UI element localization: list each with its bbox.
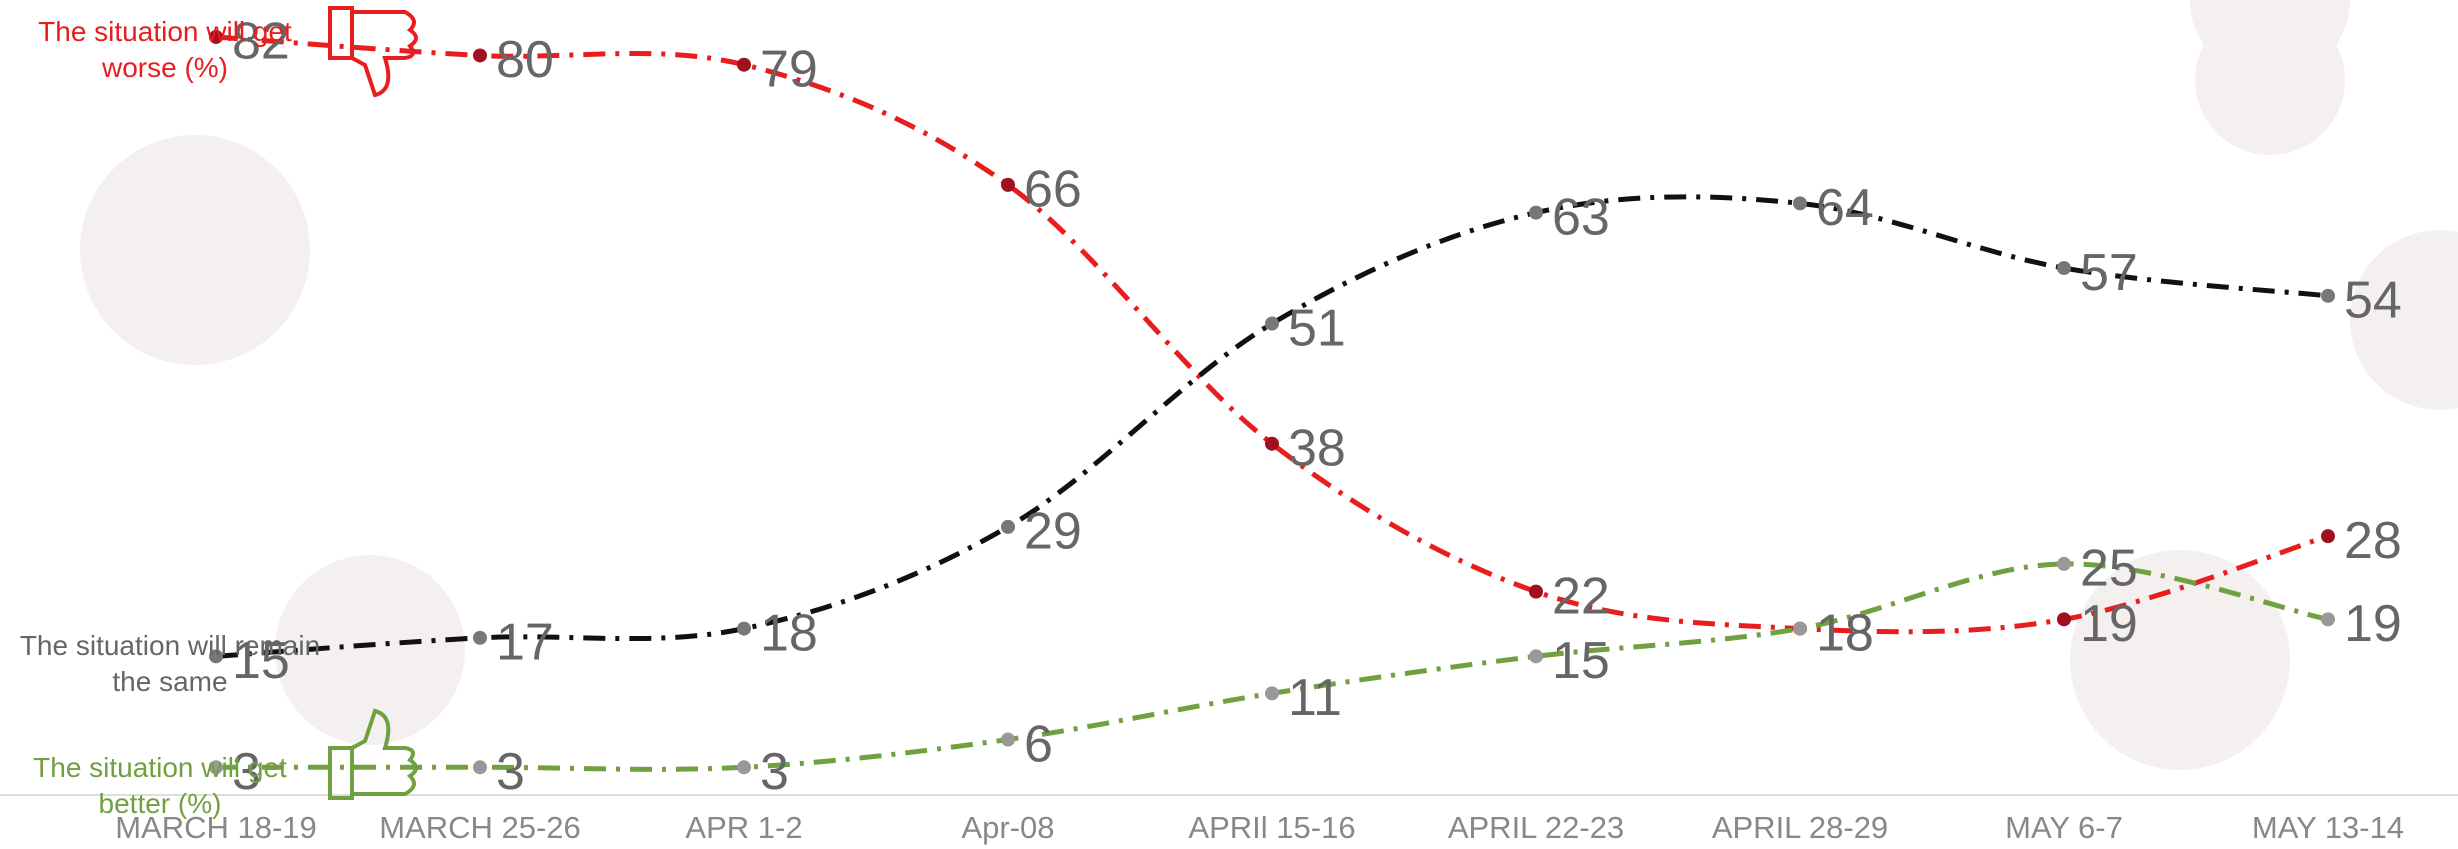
data-point bbox=[2321, 612, 2335, 627]
data-label: 57 bbox=[2080, 244, 2138, 302]
data-label: 3 bbox=[760, 743, 789, 801]
data-point bbox=[1265, 316, 1279, 331]
data-label: 18 bbox=[1816, 604, 1874, 662]
data-label: 11 bbox=[1288, 669, 1342, 727]
data-point bbox=[209, 29, 223, 44]
data-point bbox=[2057, 612, 2071, 627]
data-point bbox=[1529, 649, 1543, 664]
data-point bbox=[2057, 261, 2071, 276]
data-point bbox=[2321, 288, 2335, 303]
legend-label: The situation will remain the same bbox=[19, 630, 321, 697]
x-tick-label: APRIL 28-29 bbox=[1712, 810, 1888, 845]
legend-label: The situation will get better (%) bbox=[33, 752, 287, 819]
data-point bbox=[1529, 205, 1543, 220]
data-label: 3 bbox=[232, 743, 261, 801]
data-label: 79 bbox=[760, 40, 818, 98]
data-label: 51 bbox=[1288, 299, 1346, 357]
data-point bbox=[737, 621, 751, 636]
data-label: 29 bbox=[1024, 503, 1082, 561]
data-point bbox=[1265, 436, 1279, 451]
data-point bbox=[1001, 732, 1015, 747]
data-label: 28 bbox=[2344, 512, 2402, 570]
data-label: 25 bbox=[2080, 540, 2138, 598]
data-label: 3 bbox=[496, 743, 525, 801]
data-point bbox=[1529, 584, 1543, 599]
data-point bbox=[473, 48, 487, 63]
data-label: 19 bbox=[2080, 595, 2138, 653]
series-line bbox=[215, 194, 2329, 659]
x-tick-label: MAY 6-7 bbox=[2005, 810, 2123, 845]
data-label: 18 bbox=[760, 604, 818, 662]
x-tick-label: APR 1-2 bbox=[685, 810, 802, 845]
data-point bbox=[2321, 529, 2335, 544]
data-label: 19 bbox=[2344, 595, 2402, 653]
data-label: 54 bbox=[2344, 272, 2402, 330]
data-point bbox=[2057, 556, 2071, 571]
x-tick-label: MAY 13-14 bbox=[2252, 810, 2404, 845]
data-point bbox=[1793, 621, 1807, 636]
data-point bbox=[737, 760, 751, 775]
data-label: 17 bbox=[496, 614, 554, 672]
data-label: 63 bbox=[1552, 188, 1610, 246]
data-point bbox=[209, 760, 223, 775]
data-label: 15 bbox=[1552, 632, 1610, 690]
data-label: 15 bbox=[232, 632, 290, 690]
data-label: 82 bbox=[232, 13, 290, 71]
x-tick-label: APRIl 15-16 bbox=[1188, 810, 1355, 845]
series-line bbox=[215, 34, 2329, 635]
data-label: 22 bbox=[1552, 567, 1610, 625]
data-point bbox=[473, 760, 487, 775]
data-label: 64 bbox=[1816, 179, 1874, 237]
decoration bbox=[80, 0, 2458, 770]
data-point bbox=[737, 57, 751, 72]
thumbs bbox=[328, 6, 418, 800]
data-label: 66 bbox=[1024, 161, 1082, 219]
data-point bbox=[1793, 196, 1807, 211]
data-point bbox=[1265, 686, 1279, 701]
data-point bbox=[1001, 519, 1015, 534]
x-tick-label: MARCH 18-19 bbox=[115, 810, 317, 845]
data-point bbox=[473, 630, 487, 645]
x-tick-label: APRIL 22-23 bbox=[1448, 810, 1624, 845]
data-label: 6 bbox=[1024, 715, 1053, 773]
data-point bbox=[209, 649, 223, 664]
data-label: 80 bbox=[496, 31, 554, 89]
data-label: 38 bbox=[1288, 419, 1346, 477]
x-tick-label: MARCH 25-26 bbox=[379, 810, 581, 845]
data-point bbox=[1001, 177, 1015, 192]
x-tick-label: Apr-08 bbox=[961, 810, 1054, 845]
legend-label: The situation will get worse (%) bbox=[38, 16, 292, 83]
